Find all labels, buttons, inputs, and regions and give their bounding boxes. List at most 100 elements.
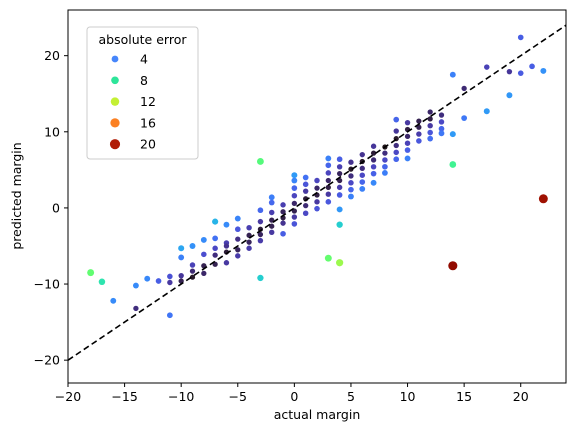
data-point <box>144 275 151 282</box>
x-tick-label: −20 <box>55 389 81 404</box>
data-point <box>155 278 162 284</box>
data-point <box>325 191 332 197</box>
data-point <box>359 179 366 185</box>
data-point <box>325 177 331 184</box>
data-point <box>336 156 343 163</box>
data-point <box>234 226 241 233</box>
data-point <box>246 224 252 231</box>
x-tick-label: 0 <box>290 389 298 404</box>
data-point <box>257 274 264 282</box>
reference-line-layer <box>67 24 567 361</box>
data-point <box>348 193 354 200</box>
data-point <box>291 193 298 199</box>
data-point <box>235 236 241 242</box>
data-point <box>382 169 388 176</box>
plot-frame <box>67 9 567 384</box>
data-point <box>427 116 433 122</box>
data-point <box>393 116 400 123</box>
data-point <box>212 252 218 258</box>
data-point <box>291 214 298 220</box>
data-point <box>359 185 366 192</box>
data-point <box>234 215 241 222</box>
data-point <box>257 231 264 238</box>
legend-marker <box>110 118 120 128</box>
data-point <box>325 162 332 169</box>
data-point <box>404 133 411 140</box>
reference-line <box>67 24 567 361</box>
data-point <box>393 142 399 149</box>
data-point <box>336 184 343 191</box>
y-tick-label: 10 <box>44 124 60 139</box>
data-point <box>336 206 343 213</box>
legend-title: absolute error <box>99 32 188 47</box>
data-point <box>382 157 388 163</box>
y-tick-label: 20 <box>44 48 60 63</box>
data-point <box>370 150 377 156</box>
data-point <box>303 202 309 209</box>
data-point <box>416 131 422 137</box>
data-point <box>438 119 445 125</box>
data-point <box>246 245 252 251</box>
data-point <box>359 165 365 171</box>
data-point <box>314 185 320 191</box>
data-point <box>325 155 332 162</box>
data-point <box>438 112 445 118</box>
data-point <box>370 164 377 170</box>
data-point <box>302 174 309 181</box>
data-point <box>382 150 388 156</box>
x-tick-label: 10 <box>400 389 416 404</box>
data-point <box>517 70 524 76</box>
data-point <box>438 130 445 137</box>
data-point <box>189 243 196 249</box>
data-point <box>370 179 377 186</box>
data-point <box>246 239 252 245</box>
legend-marker <box>111 55 119 63</box>
data-point <box>314 199 320 205</box>
data-point <box>110 297 117 304</box>
data-point <box>212 218 219 225</box>
data-point <box>336 164 343 170</box>
legend-entry-label: 16 <box>140 115 156 130</box>
data-point <box>167 279 173 286</box>
data-point <box>268 199 275 206</box>
data-point <box>269 229 275 235</box>
data-point <box>427 109 433 115</box>
data-point <box>324 254 332 262</box>
y-axis-label: predicted margin <box>9 142 24 249</box>
data-point <box>280 230 286 237</box>
data-point <box>416 118 422 124</box>
y-tick-label: −20 <box>34 353 60 368</box>
data-point <box>393 156 400 163</box>
data-point <box>302 188 309 194</box>
data-point <box>427 129 433 136</box>
x-tick-label: −5 <box>229 389 247 404</box>
data-point <box>291 177 298 184</box>
y-axis-ticks: −20 −10 0 10 20 <box>34 48 68 368</box>
data-point <box>506 92 513 99</box>
data-point <box>189 262 196 268</box>
data-point <box>506 68 513 75</box>
data-point <box>336 221 343 228</box>
data-point <box>529 63 535 70</box>
data-point <box>461 115 468 121</box>
data-point <box>178 254 185 261</box>
data-point <box>348 180 354 186</box>
data-point <box>201 251 207 258</box>
data-point <box>212 235 219 242</box>
x-tick-label: 20 <box>513 389 529 404</box>
data-point <box>484 64 490 70</box>
data-point <box>325 184 331 190</box>
data-point <box>449 161 457 168</box>
data-point <box>280 202 286 208</box>
data-point <box>538 194 548 204</box>
data-point <box>449 131 456 138</box>
data-point <box>212 245 218 252</box>
legend: absolute error 4 8 12 16 20 <box>86 26 199 160</box>
data-point <box>280 209 286 215</box>
data-point <box>200 236 207 243</box>
legend-entry-label: 8 <box>140 73 148 88</box>
data-point <box>166 312 173 319</box>
data-point <box>223 221 230 228</box>
data-point <box>291 172 298 179</box>
data-point <box>336 192 343 198</box>
